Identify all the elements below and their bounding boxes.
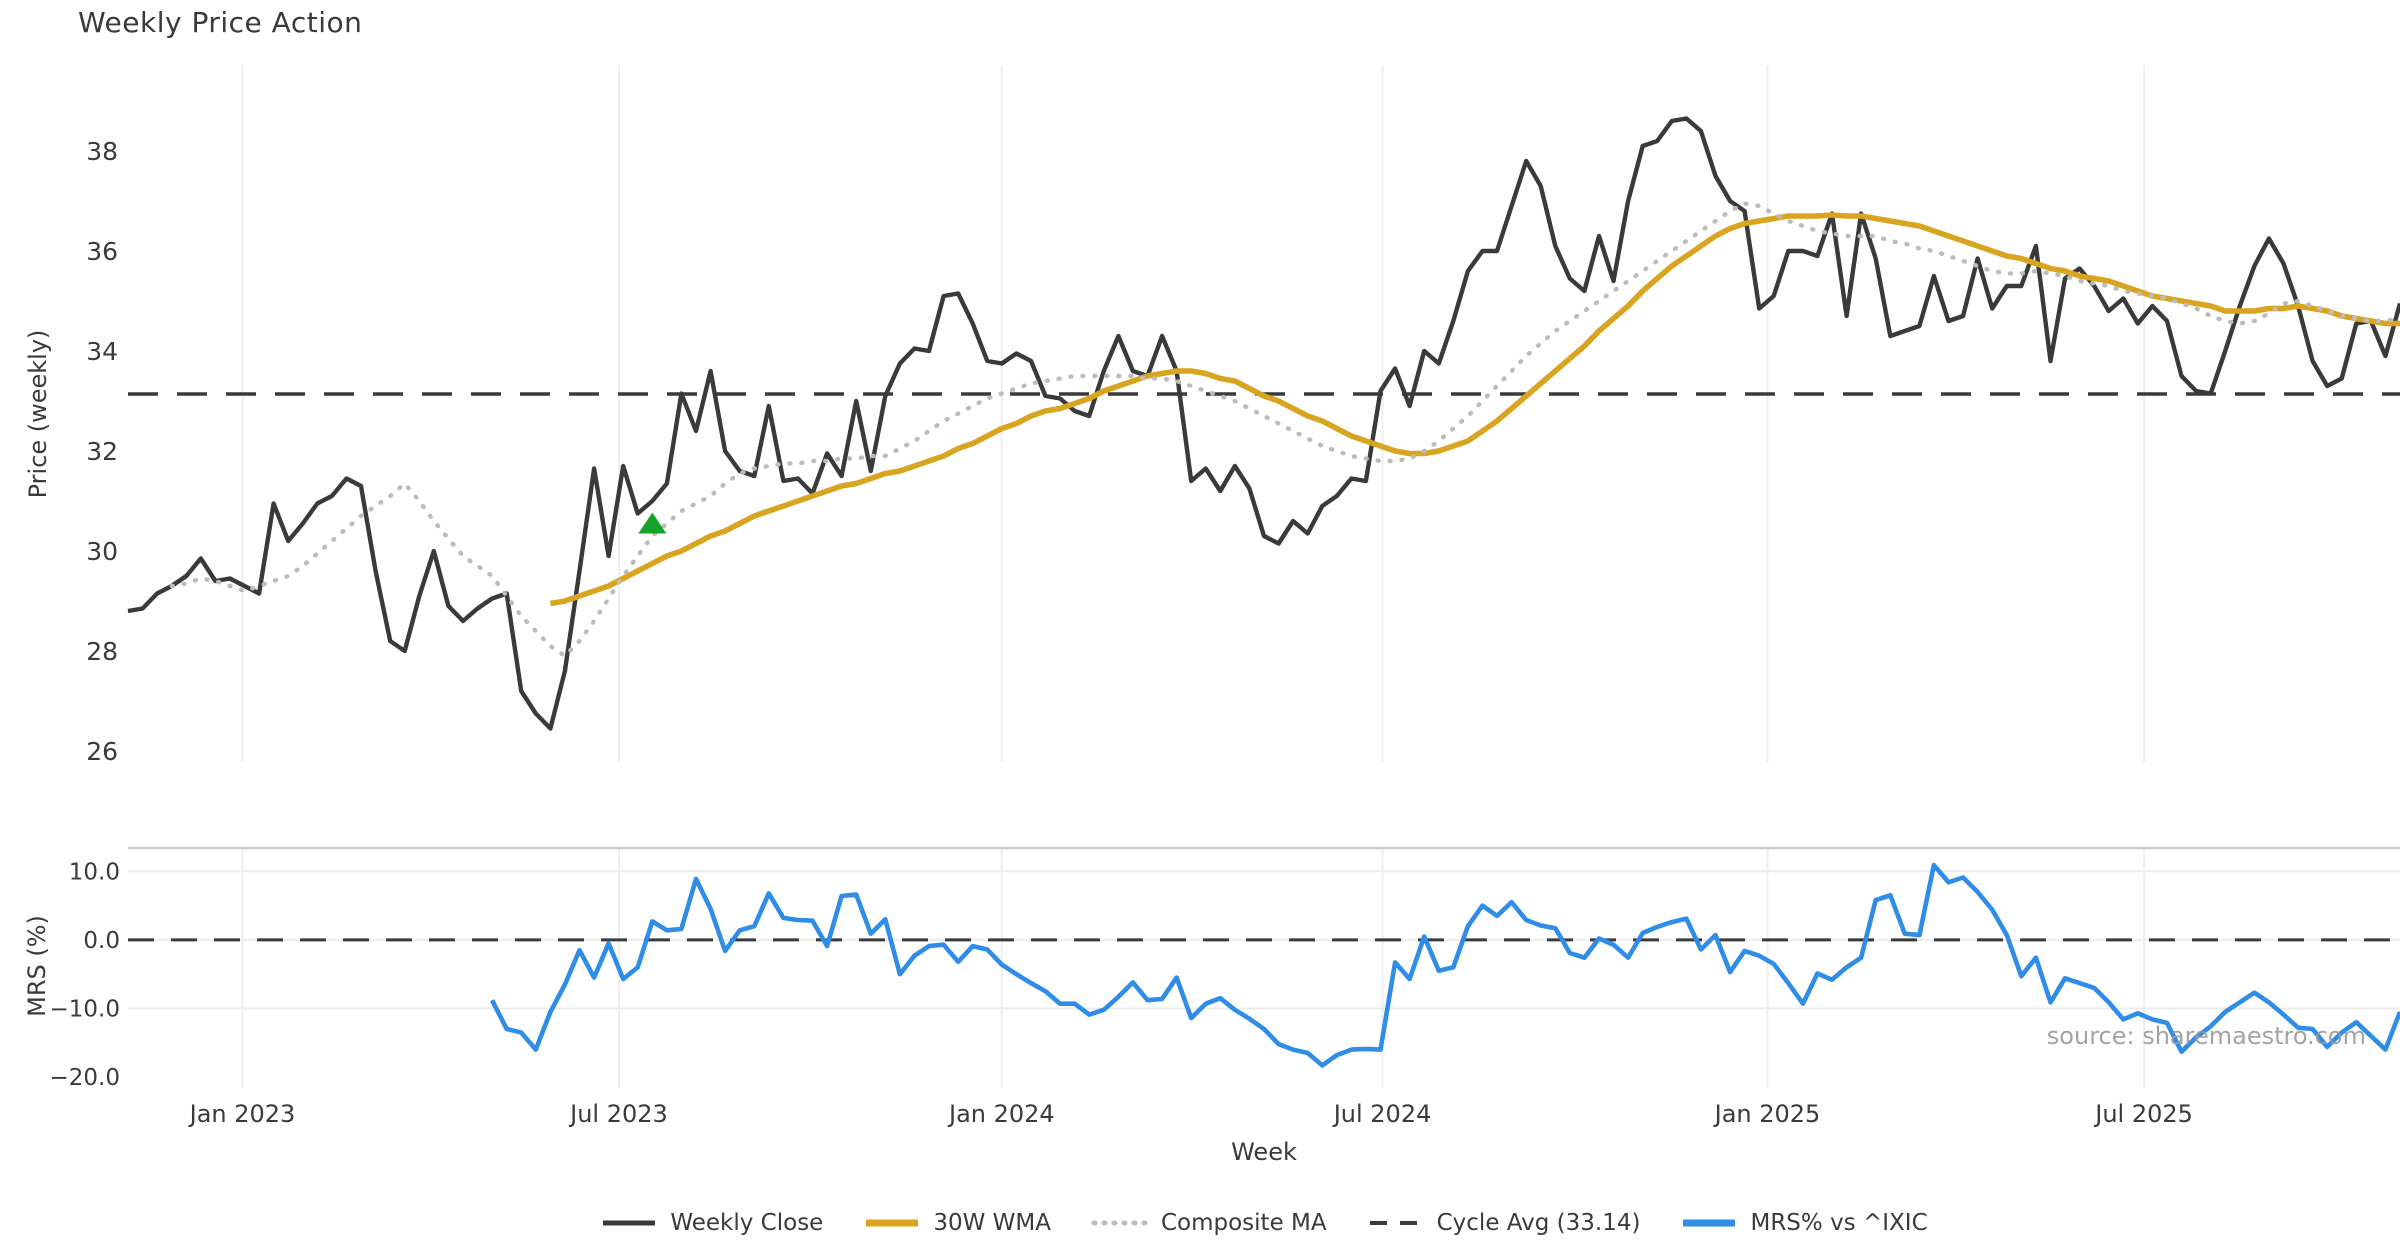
legend-label: 30W WMA — [933, 1210, 1051, 1236]
x-tick-label: Jan 2023 — [188, 1100, 296, 1128]
composite-ma-line-icon — [1091, 1220, 1149, 1226]
x-tick-label: Jan 2025 — [1713, 1100, 1821, 1128]
mrs-axis-title: MRS (%) — [23, 915, 51, 1017]
buy-signal-triangle-icon — [638, 512, 667, 534]
price-y-tick-label: 34 — [86, 337, 118, 366]
mrs-y-tick-label: −10.0 — [50, 996, 120, 1022]
legend-item-30w-wma: 30W WMA — [863, 1210, 1051, 1236]
price-y-tick-label: 38 — [86, 137, 118, 166]
price-y-tick-label: 28 — [86, 637, 118, 666]
mrs-line-icon — [1683, 1219, 1736, 1227]
price-axis-title: Price (weekly) — [24, 329, 52, 499]
legend-item-composite-ma: Composite MA — [1091, 1210, 1327, 1236]
cycle-avg-line-icon — [1369, 1221, 1422, 1225]
source-watermark: source: sharemaestro.com — [2046, 1022, 2366, 1050]
x-tick-label: Jan 2024 — [947, 1100, 1055, 1128]
series-weekly-close — [127, 116, 2400, 731]
legend-item-mrs: MRS% vs ^IXIC — [1680, 1210, 1928, 1236]
price-y-tick-label: 26 — [86, 737, 118, 766]
legend-item-weekly-close: Weekly Close — [600, 1210, 823, 1236]
legend-label: Composite MA — [1160, 1210, 1327, 1236]
x-tick-label: Jul 2025 — [2093, 1100, 2193, 1128]
legend-label: Weekly Close — [670, 1210, 824, 1236]
weekly-close-line-icon — [603, 1220, 656, 1226]
legend-label: Cycle Avg (33.14) — [1436, 1210, 1641, 1236]
series-30w-wma — [549, 212, 2400, 607]
mrs-y-tick-label: 0.0 — [83, 928, 120, 954]
x-axis-title: Week — [1231, 1138, 1297, 1166]
legend-label: MRS% vs ^IXIC — [1750, 1210, 1928, 1236]
price-y-tick-label: 36 — [86, 237, 118, 266]
x-tick-label: Jul 2023 — [568, 1100, 668, 1128]
chart-legend: Weekly Close 30W WMA Composite MA Cycle … — [128, 1210, 2400, 1236]
mrs-y-tick-label: −20.0 — [50, 1065, 120, 1091]
legend-item-cycle-avg: Cycle Avg (33.14) — [1367, 1210, 1641, 1236]
price-y-tick-label: 30 — [86, 537, 118, 566]
wma-line-icon — [866, 1219, 919, 1227]
mrs-y-tick-label: 10.0 — [69, 859, 120, 885]
price-y-tick-label: 32 — [86, 437, 118, 466]
series-composite-ma — [169, 201, 2400, 659]
chart-title: Weekly Price Action — [78, 6, 363, 39]
series-mrs-vs-ixic — [490, 862, 2400, 1068]
x-tick-label: Jul 2024 — [1332, 1100, 1432, 1128]
